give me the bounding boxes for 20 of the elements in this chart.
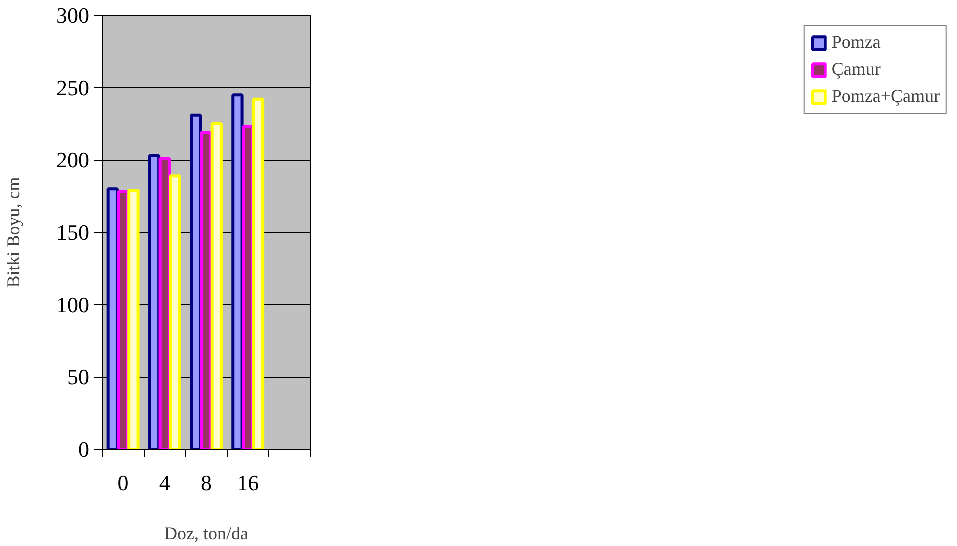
legend-label: Pomza+Çamur (832, 86, 940, 107)
bar (169, 174, 182, 450)
y-tick-label: 250 (56, 75, 90, 100)
y-tick-label: 0 (78, 437, 90, 462)
y-tick-label: 100 (56, 292, 90, 318)
y-tick-label: 50 (68, 364, 90, 390)
x-axis-title: Doz, ton/da (164, 524, 248, 544)
x-tick-label: 0 (118, 470, 129, 496)
legend-label: Çamur (832, 59, 881, 80)
bar (210, 122, 223, 450)
y-axis-title: Bitki Boyu, cm (4, 177, 24, 288)
bar (252, 98, 265, 450)
y-tick-label: 150 (56, 220, 90, 245)
x-tick-label: 8 (201, 470, 212, 496)
x-tick-label: 4 (159, 470, 170, 496)
bar (128, 189, 140, 450)
x-tick-label: 16 (237, 470, 260, 496)
y-tick-label: 200 (56, 148, 90, 173)
y-tick-label: 300 (56, 3, 90, 28)
legend-label: Pomza (832, 32, 881, 53)
